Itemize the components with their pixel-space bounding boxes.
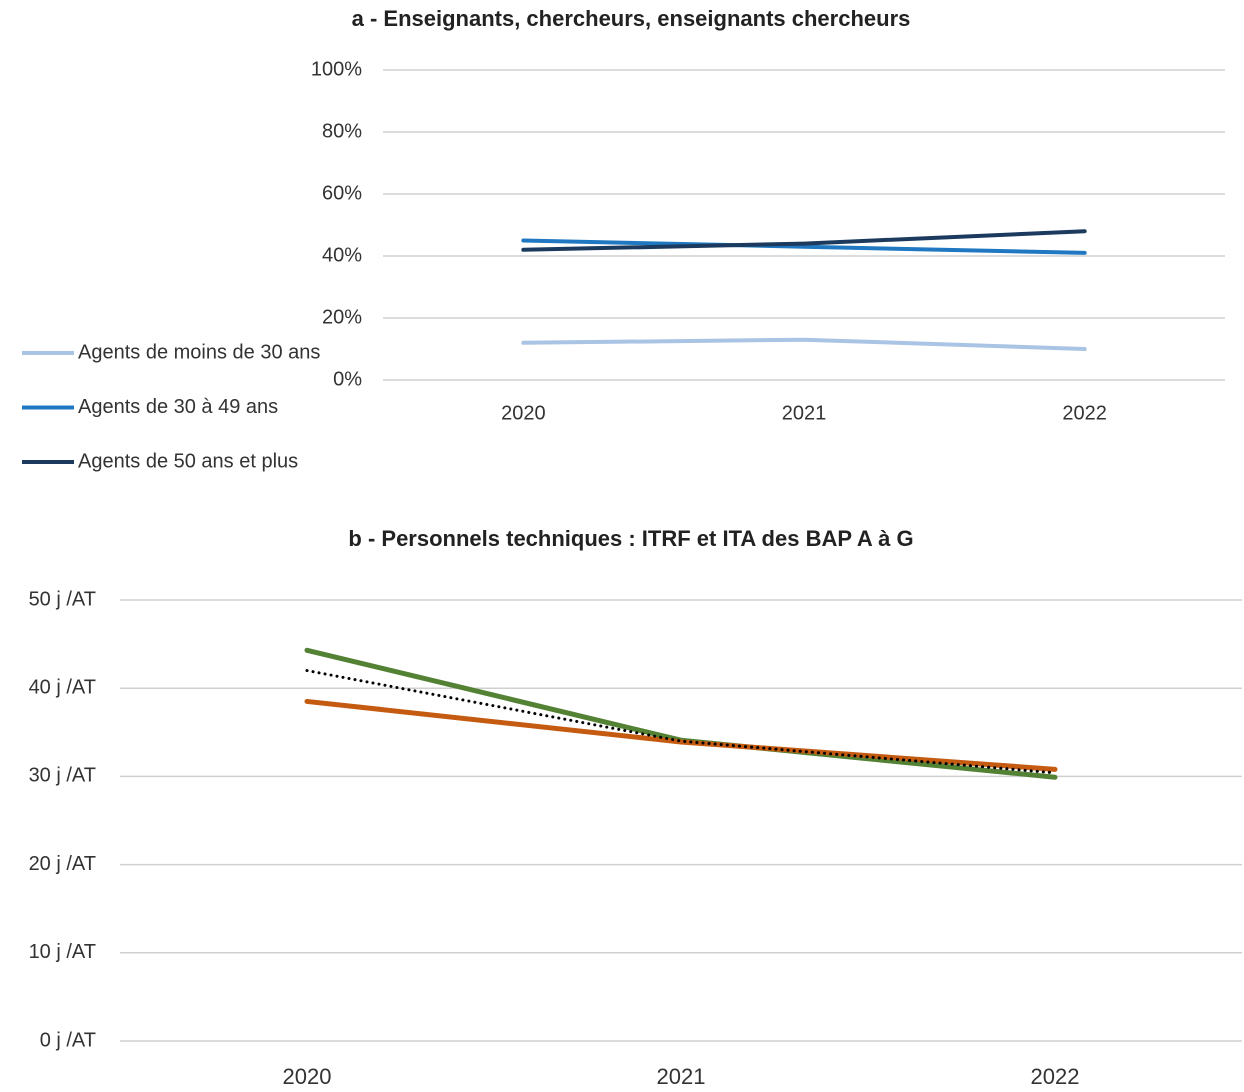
- legend-label: Agents de 50 ans et plus: [78, 450, 298, 472]
- x-tick-label: 2020: [501, 402, 546, 424]
- series-line: [305, 669, 1057, 775]
- y-tick-label: 80%: [322, 120, 362, 142]
- y-tick-label: 40%: [322, 244, 362, 266]
- y-tick-label: 50 j /AT: [29, 588, 96, 610]
- y-tick-label: 20 j /AT: [29, 853, 96, 875]
- chart-title: a - Enseignants, chercheurs, enseignants…: [352, 6, 911, 31]
- series-line: [304, 698, 1058, 772]
- series-line: [521, 238, 1087, 255]
- x-tick-label: 2020: [283, 1064, 332, 1089]
- y-tick-label: 10 j /AT: [29, 941, 96, 963]
- series-line: [521, 337, 1087, 351]
- series-line: [521, 229, 1087, 252]
- chart-title: b - Personnels techniques : ITRF et ITA …: [348, 526, 913, 551]
- legend-label: Agents de moins de 30 ans: [78, 341, 320, 363]
- x-tick-label: 2021: [782, 402, 827, 424]
- y-tick-label: 40 j /AT: [29, 676, 96, 698]
- x-tick-label: 2022: [1062, 402, 1107, 424]
- legend-label: Agents de 30 à 49 ans: [78, 396, 278, 418]
- x-tick-label: 2021: [657, 1064, 706, 1089]
- y-tick-label: 20%: [322, 306, 362, 328]
- y-tick-label: 60%: [322, 182, 362, 204]
- x-tick-label: 2022: [1031, 1064, 1080, 1089]
- y-tick-label: 30 j /AT: [29, 765, 96, 787]
- y-tick-label: 0 j /AT: [40, 1029, 96, 1051]
- y-tick-label: 100%: [311, 58, 362, 80]
- y-tick-label: 0%: [333, 368, 362, 390]
